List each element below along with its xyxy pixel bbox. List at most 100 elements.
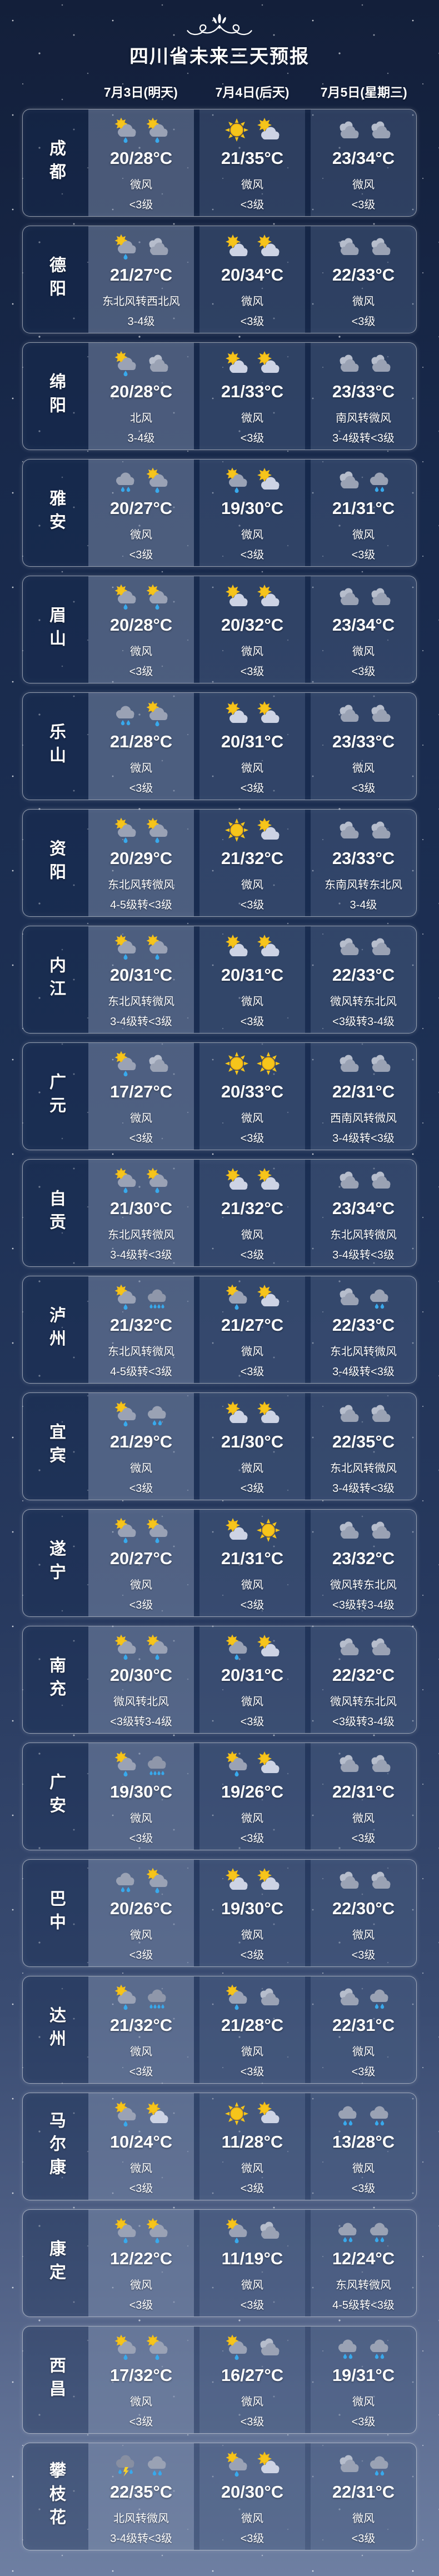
rain-icon: [366, 1984, 393, 2010]
sun-cloud-icon: [223, 1867, 250, 1894]
sun-icon: [255, 1050, 282, 1077]
sun-rain-icon: [112, 1167, 139, 1194]
sun-icon: [255, 1517, 282, 1544]
wind-direction: 微风: [352, 2163, 375, 2175]
temperature: 21/33°C: [221, 382, 284, 401]
day-cell: 22/33°C 微风 <3级: [311, 226, 416, 333]
temperature: 19/30°C: [221, 498, 284, 518]
city-name: 巴中: [47, 1890, 65, 1936]
city-card: 资阳 20/29°C 东北风转微风 4-5级转<3级 21/32°C 微风 <3…: [22, 809, 417, 917]
temperature: 20/29°C: [109, 848, 173, 868]
page-title: 四川省未来三天预报: [129, 46, 310, 67]
wind-power: <3级: [351, 199, 376, 211]
weather-icons: [335, 467, 393, 493]
cloud-icon: [335, 233, 361, 260]
temperature: 21/32°C: [109, 1315, 173, 1335]
weather-icons: [335, 933, 393, 960]
sun-rain-icon: [144, 817, 171, 843]
cloud-icon: [335, 1867, 361, 1894]
rain-icon: [112, 1867, 139, 1894]
wind-direction: 微风: [352, 2396, 375, 2408]
temperature: 21/29°C: [109, 1432, 173, 1451]
weather-icons: [223, 1167, 282, 1194]
wind-direction: 微风: [241, 2279, 263, 2292]
wind-direction: 微风: [241, 996, 263, 1008]
sun-cloud-icon: [255, 1284, 282, 1310]
day-cell: 23/33°C 南风转微风 3-4级转<3级: [311, 343, 416, 450]
city-card: 达州 21/32°C 微风 <3级 21/28°C 微风 <3级 22/31°C…: [22, 1976, 417, 2084]
day-cell: 22/31°C 微风 <3级: [311, 1743, 416, 1850]
temperature: 23/34°C: [332, 615, 395, 635]
cloud-icon: [335, 117, 361, 143]
temperature: 20/31°C: [221, 965, 284, 985]
temperature: 16/27°C: [221, 2365, 284, 2385]
weather-icons: [223, 1750, 282, 1777]
weather-icons: [112, 1984, 171, 2010]
wind-direction: 微风: [130, 646, 152, 658]
day-cell: 20/30°C 微风转北风 <3级转3-4级: [88, 1626, 194, 1733]
wind-direction: 东北风转微风: [108, 1346, 174, 1358]
wind-power: <3级转3-4级: [110, 1716, 172, 1728]
wind-power: <3级: [129, 666, 153, 678]
temperature: 21/28°C: [221, 2015, 284, 2035]
weather-icons: [335, 2217, 393, 2244]
cloud-icon: [366, 583, 393, 610]
weather-icons: [112, 2100, 171, 2127]
wind-direction: 西南风转微风: [330, 1112, 397, 1125]
sun-rain-icon: [223, 467, 250, 493]
day-cell: 17/32°C 微风 <3级: [88, 2327, 194, 2433]
weather-icons: [223, 583, 282, 610]
day-cell: 20/31°C 微风 <3级: [199, 1626, 305, 1733]
sun-cloud-icon: [255, 1634, 282, 1660]
wind-power: <3级: [240, 1016, 265, 1028]
temperature: 22/35°C: [332, 1432, 395, 1451]
wind-direction: 微风: [241, 296, 263, 308]
temperature: 21/30°C: [221, 1432, 284, 1451]
date-col-2: 7月4日(后天): [215, 85, 290, 99]
temperature: 20/30°C: [221, 2482, 284, 2502]
day-cell: 20/26°C 微风 <3级: [88, 1860, 194, 1966]
temperature: 22/32°C: [332, 1665, 395, 1685]
cloud-icon: [144, 233, 171, 260]
sun-cloud-icon: [255, 2450, 282, 2477]
day-cell: 20/31°C 东北风转微风 3-4级转<3级: [88, 926, 194, 1033]
wind-direction: 微风: [241, 1346, 263, 1358]
weather-icons: [223, 1400, 282, 1427]
weather-icons: [112, 1050, 171, 1077]
temperature: 10/24°C: [109, 2132, 173, 2151]
wind-power: <3级: [240, 1366, 265, 1378]
wind-power: <3级: [240, 2066, 265, 2078]
weather-icons: [223, 1984, 282, 2010]
sun-cloud-icon: [255, 1750, 282, 1777]
cloud-icon: [366, 817, 393, 843]
wind-power: <3级: [240, 1482, 265, 1495]
temperature: 20/34°C: [221, 265, 284, 284]
sun-rain-icon: [223, 1284, 250, 1310]
wind-power: <3级: [240, 1716, 265, 1728]
rain-icon: [335, 2217, 361, 2244]
temperature: 20/28°C: [109, 382, 173, 401]
day-cell: 22/33°C 微风转东北风 <3级转3-4级: [311, 926, 416, 1033]
weather-icons: [223, 1517, 282, 1544]
cloud-icon: [366, 233, 393, 260]
wind-power: <3级: [129, 1949, 153, 1961]
weather-icons: [335, 117, 393, 143]
wind-power: 3-4级转<3级: [332, 1366, 395, 1378]
day-cell: 20/27°C 微风 <3级: [88, 460, 194, 566]
day-cell: 19/31°C 微风 <3级: [311, 2327, 416, 2433]
city-card: 宜宾 21/29°C 微风 <3级 21/30°C 微风 <3级 22/35°C…: [22, 1392, 417, 1500]
city-name: 资阳: [47, 840, 65, 886]
wind-direction: 微风: [241, 646, 263, 658]
weather-icons: [112, 467, 171, 493]
sun-rain-icon: [144, 1517, 171, 1544]
wind-power: 4-5级转<3级: [110, 899, 172, 911]
temperature: 22/30°C: [332, 1899, 395, 1918]
cloud-icon: [335, 817, 361, 843]
cloud-icon: [366, 350, 393, 377]
sun-cloud-icon: [255, 700, 282, 727]
sun-rain-icon: [144, 117, 171, 143]
temperature: 22/31°C: [332, 2482, 395, 2502]
day-cell: 22/35°C 北风转微风 3-4级转<3级: [88, 2443, 194, 2550]
city-card: 雅安 20/27°C 微风 <3级 19/30°C 微风 <3级 21/31°C…: [22, 459, 417, 567]
wind-direction: 微风转东北风: [330, 996, 397, 1008]
